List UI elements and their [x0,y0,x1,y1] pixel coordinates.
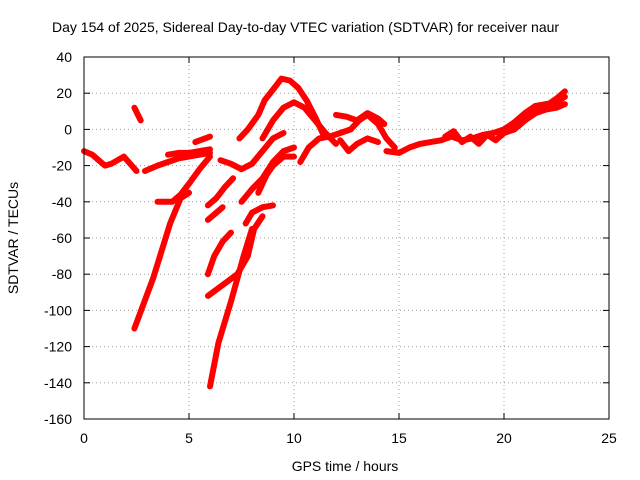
x-tick-label: 15 [391,430,407,446]
y-tick-label: -20 [52,158,72,174]
y-tick-label: -160 [44,411,72,427]
series-s7 [192,133,213,146]
y-tick-label: 0 [64,121,72,137]
y-axis-label: SDTVAR / TECUs [5,182,21,294]
chart-title: Day 154 of 2025, Sidereal Day-to-day VTE… [52,19,559,35]
series-s23 [442,101,568,147]
series-s3 [141,149,213,174]
series-s5 [131,189,192,332]
x-ticks: 0 5 10 15 20 25 [80,57,617,446]
y-tick-label: -60 [52,230,72,246]
x-tick-label: 0 [80,430,88,446]
series-s24 [511,88,568,127]
data-series [81,75,568,390]
y-tick-label: -80 [52,266,72,282]
y-tick-label: -100 [44,302,72,318]
y-ticks: -160 -140 -120 -100 -80 -60 -40 -20 0 20 40 [44,49,609,427]
series-s10 [204,204,226,223]
series-s18 [259,99,339,147]
series-s9 [204,175,237,209]
series-s12 [204,213,266,299]
series-s17 [236,75,327,142]
series-s6 [165,146,213,158]
x-axis-label: GPS time / hours [292,458,399,474]
series-s20 [333,110,388,127]
series-s2 [131,104,144,124]
x-tick-label: 20 [496,430,512,446]
grid-lines [84,57,609,419]
y-tick-label: -120 [44,339,72,355]
y-tick-label: 40 [56,49,72,65]
y-tick-label: -40 [52,194,72,210]
series-s8 [207,225,255,390]
series-s19 [297,111,398,165]
y-tick-label: 20 [56,85,72,101]
series-s13 [242,202,276,227]
series-s4 [154,153,213,205]
x-tick-label: 25 [601,430,617,446]
x-tick-label: 5 [185,430,193,446]
series-s1 [81,148,140,174]
series-s16 [255,153,297,196]
x-tick-label: 10 [286,430,302,446]
series-s11 [204,229,234,278]
series-s21 [337,135,381,155]
y-tick-label: -140 [44,375,72,391]
series-s14 [217,130,287,173]
